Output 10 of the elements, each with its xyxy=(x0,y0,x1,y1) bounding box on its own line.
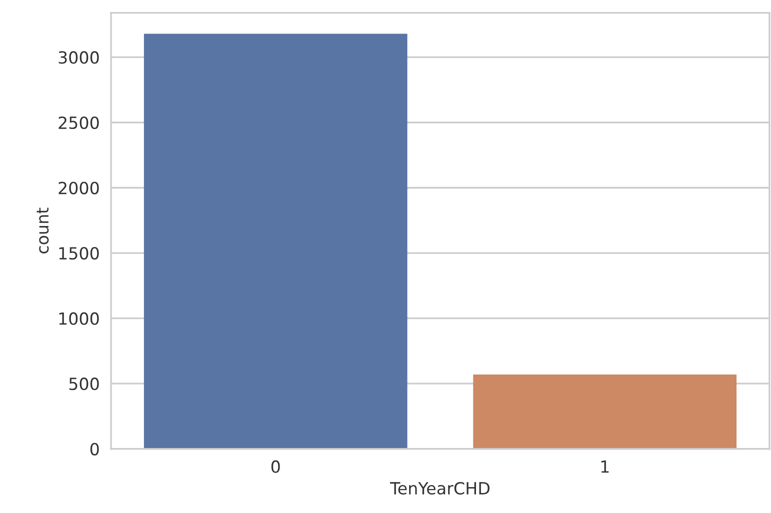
y-tick-label: 500 xyxy=(69,378,99,390)
y-tick-label: 0 xyxy=(90,442,99,456)
y-tick-label: 2500 xyxy=(58,116,99,130)
y-tick-label: 1000 xyxy=(59,312,99,325)
y-tick-label: 2000 xyxy=(58,182,99,194)
x-tick-label: 1 xyxy=(601,460,609,473)
y-tick-label: 1500 xyxy=(59,247,99,260)
y-axis-title: count xyxy=(36,208,49,254)
x-axis-title: TenYearCHD xyxy=(390,482,490,495)
y-tick-label: 3000 xyxy=(58,51,99,64)
